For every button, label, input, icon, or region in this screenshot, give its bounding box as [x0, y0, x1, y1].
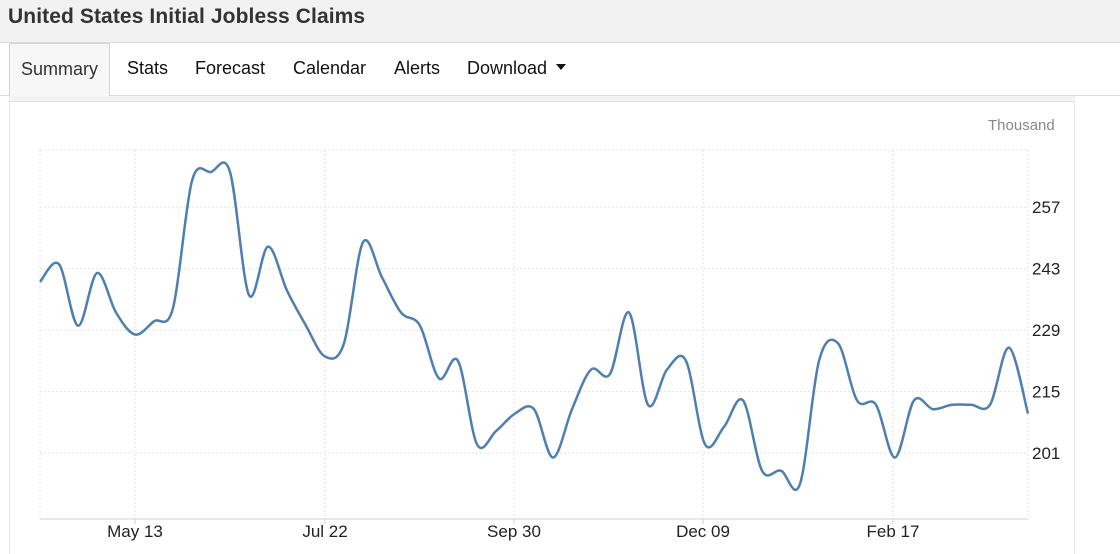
- panel-top-strip: [9, 96, 1075, 102]
- y-tick-label: 243: [1032, 260, 1060, 279]
- title-bar: United States Initial Jobless Claims: [0, 0, 1120, 43]
- y-tick-label: 201: [1032, 444, 1060, 463]
- x-tick-label: Dec 09: [676, 522, 730, 541]
- y-tick-label: 257: [1032, 198, 1060, 217]
- tab-bar: Summary Stats Forecast Calendar Alerts D…: [0, 43, 1120, 96]
- tab-stats[interactable]: Stats: [127, 58, 169, 78]
- tab-forecast[interactable]: Forecast: [195, 58, 266, 78]
- plot-area: [39, 149, 1029, 520]
- tab-summary[interactable]: Summary: [9, 43, 111, 96]
- x-tick-label: Jul 22: [302, 522, 347, 541]
- tab-alerts[interactable]: Alerts: [394, 58, 441, 78]
- caret-down-icon: [556, 64, 567, 71]
- download-label: Download: [467, 58, 548, 78]
- series-line: [39, 161, 1030, 492]
- tab-calendar[interactable]: Calendar: [293, 58, 367, 78]
- chart-panel: [9, 96, 1075, 554]
- page-title: United States Initial Jobless Claims: [8, 5, 366, 28]
- y-tick-label: 229: [1032, 321, 1060, 340]
- x-tick-label: Feb 17: [867, 522, 920, 541]
- y-tick-label: 215: [1032, 383, 1060, 402]
- unit-label: Thousand: [988, 117, 1055, 134]
- tab-download[interactable]: Download: [467, 43, 567, 95]
- x-tick-label: Sep 30: [487, 522, 541, 541]
- x-tick-label: May 13: [107, 522, 163, 541]
